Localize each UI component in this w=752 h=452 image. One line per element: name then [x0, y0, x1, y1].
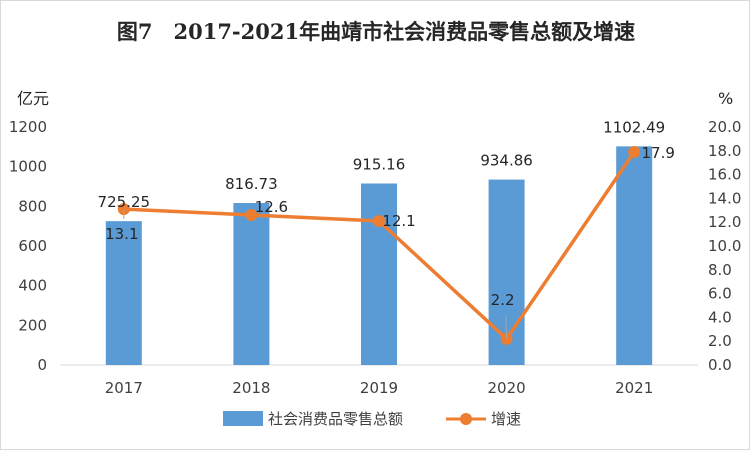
growth-value-label: 12.1: [382, 212, 415, 230]
growth-value-label: 12.6: [255, 198, 288, 216]
y-left-unit: 亿元: [17, 89, 49, 108]
bar-value-label: 725.25: [98, 193, 151, 211]
legend-line-label: 增速: [491, 410, 521, 428]
x-tick-label: 2017: [105, 379, 143, 397]
y-left-tick-label: 400: [18, 277, 47, 295]
legend-bar-swatch: [223, 411, 263, 426]
y-right-tick-label: 8.0: [708, 261, 732, 279]
y-left-tick-label: 600: [18, 237, 47, 255]
x-tick-label: 2021: [615, 379, 653, 397]
y-left-tick-label: 1000: [9, 158, 47, 176]
y-right-tick-label: 0.0: [708, 356, 732, 374]
legend-bar-label: 社会消费品零售总额: [268, 410, 403, 428]
y-left-tick-label: 0: [37, 356, 47, 374]
y-right-tick-label: 20.0: [708, 118, 741, 136]
chart-title: 图7 2017-2021年曲靖市社会消费品零售总额及增速: [117, 19, 635, 44]
growth-value-label: 2.2: [491, 291, 515, 309]
bar-value-label: 816.73: [225, 175, 278, 193]
bar-2018: [233, 203, 269, 365]
growth-point-2021: [628, 146, 640, 158]
y-right-tick-label: 10.0: [708, 237, 741, 255]
x-ticks: 2017 2018 2019 2020 2021: [105, 379, 654, 397]
x-tick-label: 2018: [232, 379, 270, 397]
y-right-tick-label: 2.0: [708, 332, 732, 350]
legend-line-marker: [460, 413, 472, 425]
y-left-tick-label: 1200: [9, 118, 47, 136]
y-right-ticks: 0.0 2.0 4.0 6.0 8.0 10.0 12.0 14.0 16.0 18.0 20.0: [708, 118, 741, 374]
y-right-tick-label: 6.0: [708, 285, 732, 303]
y-left-ticks: 0 200 400 600 800 1000 1200: [9, 118, 47, 374]
y-right-tick-label: 4.0: [708, 308, 732, 326]
bar-2019: [361, 183, 397, 365]
bar-2021: [616, 146, 652, 365]
y-right-unit: %: [718, 89, 733, 108]
y-right-tick-label: 14.0: [708, 189, 741, 207]
x-tick-label: 2019: [360, 379, 398, 397]
bar-value-label: 1102.49: [603, 118, 665, 136]
y-right-tick-label: 16.0: [708, 166, 741, 184]
bar-value-label: 934.86: [480, 152, 533, 170]
legend: 社会消费品零售总额 增速: [223, 410, 521, 428]
y-right-tick-label: 12.0: [708, 213, 741, 231]
y-left-tick-label: 200: [18, 316, 47, 334]
y-right-tick-label: 18.0: [708, 142, 741, 160]
growth-value-label: 13.1: [105, 225, 138, 243]
y-left-tick-label: 800: [18, 197, 47, 215]
x-tick-label: 2020: [488, 379, 526, 397]
bar-value-label: 915.16: [353, 155, 406, 173]
bars: [106, 146, 652, 365]
growth-value-label: 17.9: [641, 144, 674, 162]
